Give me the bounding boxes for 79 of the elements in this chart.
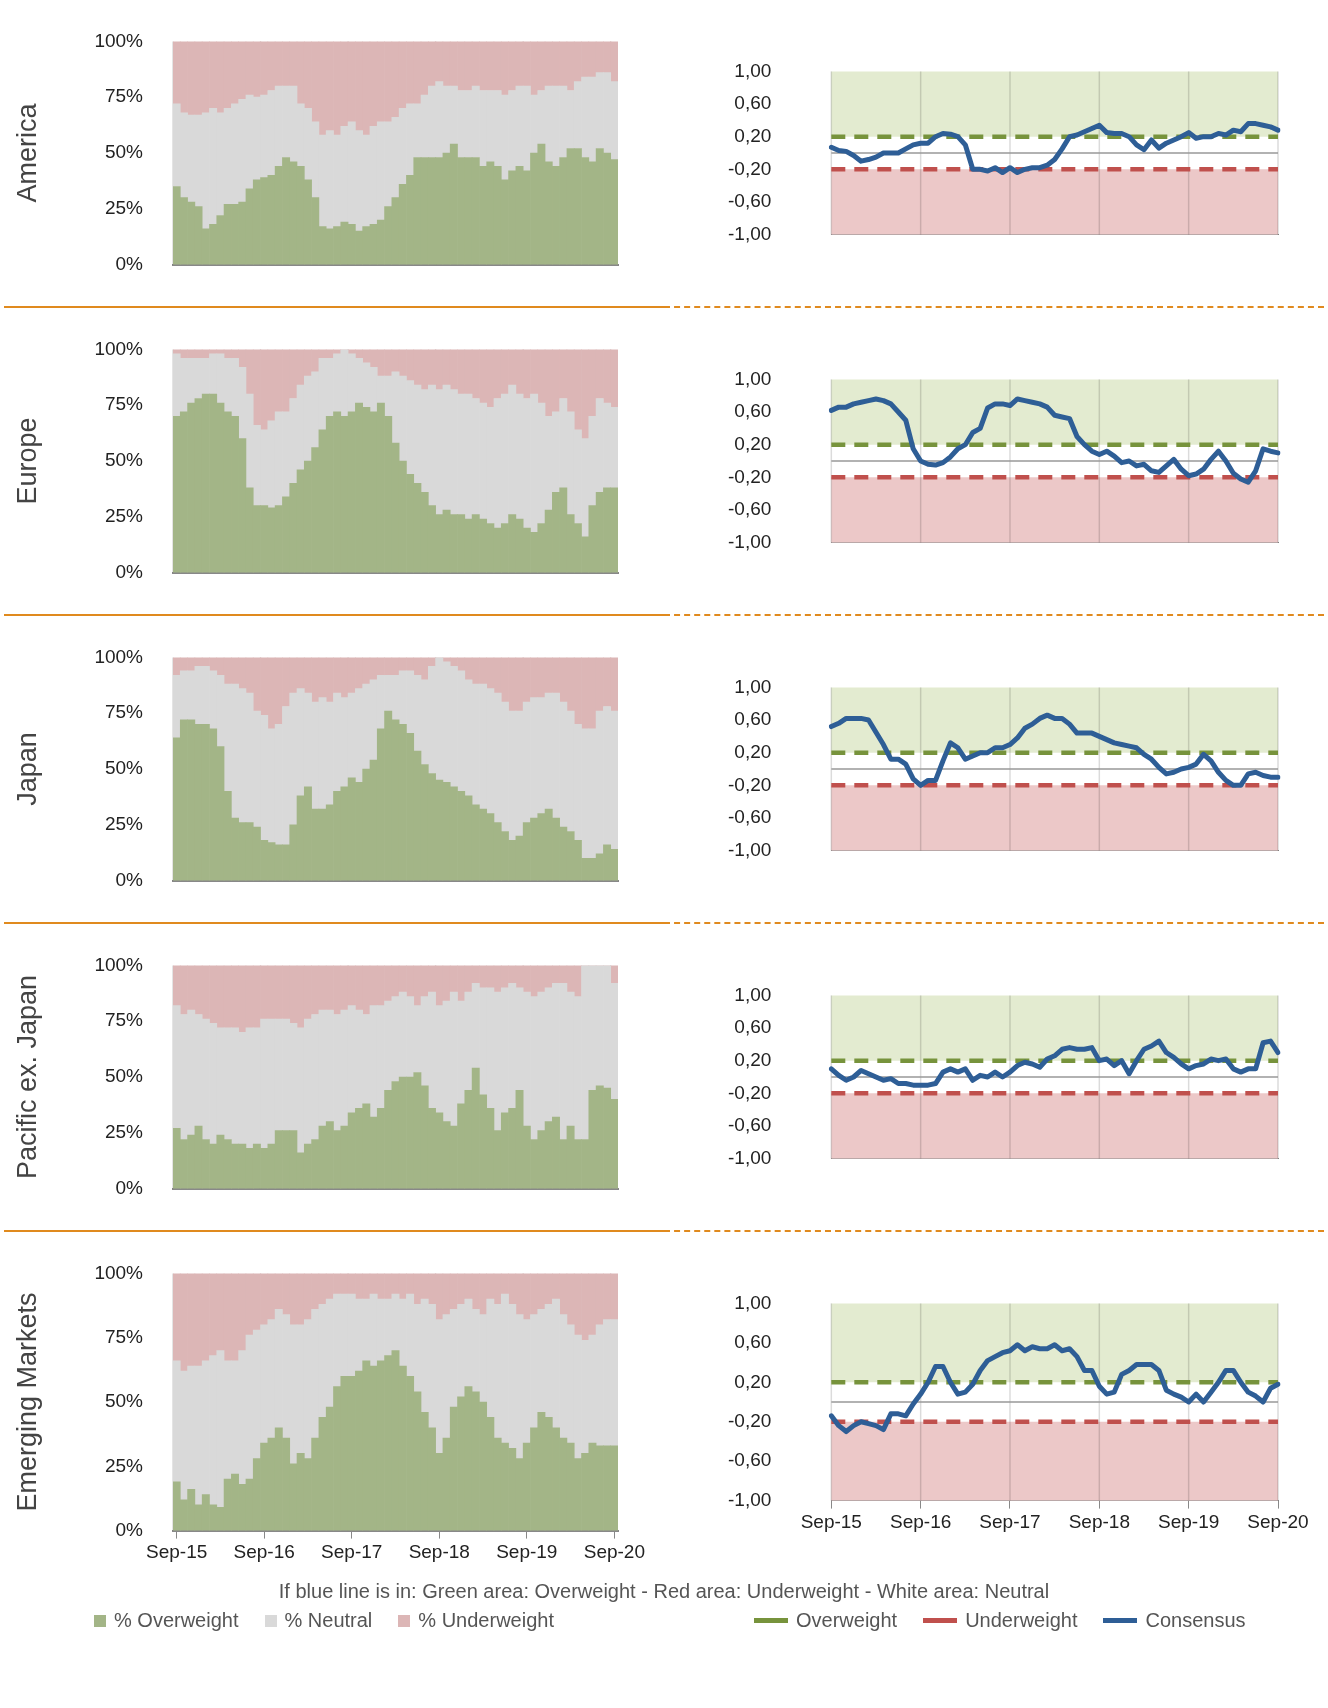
y-tick-label: -0,20: [727, 157, 772, 179]
x-tick-label: Sep-20: [583, 1541, 645, 1563]
y-tick-label: 0,20: [734, 124, 772, 146]
y-tick-label: 25%: [104, 505, 144, 527]
y-axis-title: Pacific ex. Japan: [11, 974, 42, 1180]
y-tick-label: 25%: [104, 197, 144, 219]
y-tick-label: 25%: [104, 813, 144, 835]
y-tick-label: -0,60: [727, 498, 772, 520]
y-axis-title: America: [11, 102, 42, 203]
y-tick-label: 100%: [94, 953, 144, 975]
y-tick-label: 1,00: [734, 59, 772, 81]
y-tick-label: 100%: [94, 1261, 144, 1283]
y-tick-label: 0%: [115, 1176, 144, 1198]
y-tick-label: 50%: [104, 449, 144, 471]
y-tick-label: -0,20: [727, 465, 772, 487]
text: If blue line is in: Green area: Overweight - Red area: Underweight - White area: Neutral: [277, 1580, 1051, 1603]
x-tick-label: Sep-19: [1158, 1511, 1220, 1533]
legend-label: % Overweight: [114, 1609, 239, 1632]
y-tick-label: -1,00: [727, 1488, 772, 1510]
legend-label: % Neutral: [284, 1609, 373, 1632]
y-tick-label: -0,60: [727, 190, 772, 212]
y-tick-label: -0,20: [727, 773, 772, 795]
x-tick-label: Sep-17: [979, 1511, 1041, 1533]
y-tick-label: -1,00: [727, 838, 772, 860]
y-tick-label: 0%: [115, 252, 144, 274]
y-tick-label: 25%: [104, 1454, 144, 1476]
x-tick-label: Sep-15: [146, 1541, 208, 1563]
y-tick-label: 1,00: [734, 675, 772, 697]
y-tick-label: -0,60: [727, 806, 772, 828]
y-tick-label: 1,00: [734, 1291, 772, 1313]
y-tick-label: -1,00: [727, 530, 772, 552]
y-tick-label: 75%: [104, 393, 144, 415]
y-tick-label: 75%: [104, 85, 144, 107]
y-tick-label: 0,20: [734, 432, 772, 454]
y-tick-label: 50%: [104, 1390, 144, 1412]
y-tick-label: 0%: [115, 868, 144, 890]
y-axis-title: Japan: [11, 732, 42, 806]
y-tick-label: 100%: [94, 337, 144, 359]
y-tick-label: 0,20: [734, 1370, 772, 1392]
y-axis-title: Emerging Markets: [11, 1292, 42, 1512]
y-tick-label: -1,00: [727, 1146, 772, 1168]
y-tick-label: 1,00: [734, 983, 772, 1005]
y-tick-label: 100%: [94, 645, 144, 667]
x-tick-label: Sep-16: [233, 1541, 295, 1563]
y-tick-label: 0,60: [734, 92, 772, 114]
y-tick-label: 50%: [104, 757, 144, 779]
y-tick-label: 0%: [115, 560, 144, 582]
legend-label: % Underweight: [418, 1609, 554, 1632]
legend-label: Consensus: [1145, 1609, 1246, 1632]
y-tick-label: -0,60: [727, 1114, 772, 1136]
y-tick-label: 0%: [115, 1518, 144, 1540]
y-tick-label: 100%: [94, 29, 144, 51]
y-tick-label: 75%: [104, 701, 144, 723]
legend-label: Underweight: [965, 1609, 1078, 1632]
y-tick-label: 25%: [104, 1121, 144, 1143]
y-tick-label: -0,20: [727, 1081, 772, 1103]
y-tick-label: 0,60: [734, 1016, 772, 1038]
y-tick-label: -1,00: [727, 222, 772, 244]
y-tick-label: 1,00: [734, 367, 772, 389]
y-axis-title: Europe: [11, 417, 42, 505]
y-tick-label: 0,60: [734, 708, 772, 730]
x-tick-label: Sep-18: [1068, 1511, 1130, 1533]
x-tick-label: Sep-19: [496, 1541, 558, 1563]
x-tick-label: Sep-16: [890, 1511, 952, 1533]
x-tick-label: Sep-18: [408, 1541, 470, 1563]
x-tick-label: Sep-15: [800, 1511, 862, 1533]
y-tick-label: 50%: [104, 1065, 144, 1087]
y-tick-label: 75%: [104, 1009, 144, 1031]
y-tick-label: 0,60: [734, 400, 772, 422]
legend-label: Overweight: [796, 1609, 898, 1632]
y-tick-label: 0,60: [734, 1331, 772, 1353]
y-tick-label: 0,20: [734, 1048, 772, 1070]
y-tick-label: 75%: [104, 1325, 144, 1347]
y-tick-label: -0,20: [727, 1409, 772, 1431]
y-tick-label: 50%: [104, 141, 144, 163]
y-tick-label: -0,60: [727, 1449, 772, 1471]
x-tick-label: Sep-20: [1247, 1511, 1309, 1533]
x-tick-label: Sep-17: [321, 1541, 383, 1563]
y-tick-label: 0,20: [734, 740, 772, 762]
